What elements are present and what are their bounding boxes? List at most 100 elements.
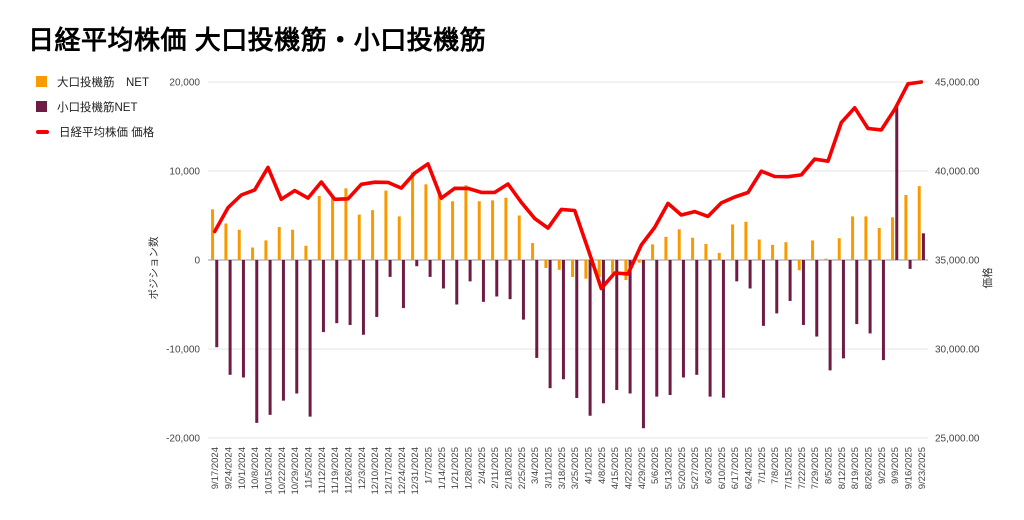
svg-text:4/8/2025: 4/8/2025 — [597, 447, 608, 484]
svg-text:5/27/2025: 5/27/2025 — [690, 447, 701, 489]
bar — [797, 260, 801, 271]
bar — [211, 209, 215, 260]
bar — [895, 106, 899, 260]
bar — [384, 190, 388, 260]
bar — [761, 260, 765, 326]
bar — [268, 260, 272, 415]
legend-item-large-net: 大口投機筋 NET — [36, 69, 154, 94]
svg-text:9/23/2025: 9/23/2025 — [917, 447, 928, 489]
svg-text:2/18/2025: 2/18/2025 — [504, 447, 515, 489]
chart-title: 日経平均株価 大口投機筋・小口投機筋 — [28, 25, 487, 55]
bar — [615, 260, 619, 390]
svg-text:12/10/2024: 12/10/2024 — [370, 447, 381, 495]
svg-text:8/19/2025: 8/19/2025 — [850, 447, 861, 489]
bar — [637, 260, 641, 263]
svg-text:7/1/2025: 7/1/2025 — [757, 447, 768, 484]
bar — [877, 227, 881, 260]
bar — [584, 260, 588, 279]
bar — [828, 260, 832, 371]
svg-text:10,000: 10,000 — [169, 167, 200, 178]
svg-text:3/11/2025: 3/11/2025 — [544, 447, 555, 489]
bar — [904, 195, 908, 260]
bar — [544, 260, 548, 269]
bar — [881, 260, 885, 361]
svg-text:4/29/2025: 4/29/2025 — [637, 447, 648, 489]
bar — [411, 172, 415, 260]
svg-text:10/29/2024: 10/29/2024 — [290, 447, 301, 495]
bar — [477, 201, 481, 260]
svg-text:7/8/2025: 7/8/2025 — [770, 447, 781, 484]
svg-text:45,000.00: 45,000.00 — [935, 78, 980, 89]
svg-text:5/6/2025: 5/6/2025 — [650, 447, 661, 484]
svg-text:9/17/2024: 9/17/2024 — [210, 447, 221, 489]
bar — [664, 236, 668, 260]
bar — [851, 216, 855, 260]
bar — [775, 260, 779, 314]
bar — [348, 260, 352, 325]
svg-text:12/31/2024: 12/31/2024 — [410, 447, 421, 495]
svg-text:7/22/2025: 7/22/2025 — [797, 447, 808, 489]
svg-text:8/12/2025: 8/12/2025 — [837, 447, 848, 489]
bar — [464, 185, 468, 260]
large-net-bars — [211, 172, 921, 281]
svg-text:9/24/2024: 9/24/2024 — [224, 447, 235, 489]
svg-text:3/18/2025: 3/18/2025 — [557, 447, 568, 489]
svg-text:20,000: 20,000 — [169, 78, 200, 89]
svg-text:40,000.00: 40,000.00 — [935, 167, 980, 178]
svg-text:8/26/2025: 8/26/2025 — [864, 447, 875, 489]
svg-text:1/7/2025: 1/7/2025 — [424, 447, 435, 484]
svg-text:12/17/2024: 12/17/2024 — [384, 447, 395, 495]
bar — [424, 184, 428, 260]
bar — [588, 260, 592, 416]
bar — [771, 244, 775, 260]
bar — [357, 214, 361, 260]
bar — [415, 260, 419, 267]
svg-text:11/5/2024: 11/5/2024 — [304, 447, 315, 489]
bar — [691, 237, 695, 260]
left-axis-ticks: 20,000 10,000 0 -10,000 -20,000 — [166, 78, 200, 445]
svg-text:9/2/2025: 9/2/2025 — [877, 447, 888, 484]
bar — [708, 260, 712, 397]
svg-text:30,000.00: 30,000.00 — [935, 345, 980, 356]
legend-label-nikkei-price: 日経平均株価 価格 — [59, 126, 155, 139]
bar — [731, 224, 735, 260]
bar — [668, 260, 672, 396]
legend-label-large-net: 大口投機筋 NET — [57, 76, 149, 89]
svg-text:12/3/2024: 12/3/2024 — [357, 447, 368, 489]
bar — [748, 260, 752, 289]
legend-swatch-large-net-icon — [36, 76, 47, 87]
bar — [575, 260, 579, 398]
bar — [628, 260, 632, 394]
bar — [521, 260, 525, 320]
svg-text:10/15/2024: 10/15/2024 — [264, 447, 275, 495]
bar — [655, 260, 659, 397]
svg-text:-20,000: -20,000 — [166, 434, 200, 445]
bar — [908, 260, 912, 269]
svg-text:6/3/2025: 6/3/2025 — [704, 447, 715, 484]
bar — [401, 260, 405, 309]
price-line — [212, 80, 924, 291]
bar — [561, 260, 565, 380]
svg-text:2/25/2025: 2/25/2025 — [517, 447, 528, 489]
bar — [397, 216, 401, 260]
legend-item-small-net: 小口投機筋NET — [36, 94, 154, 119]
svg-text:11/19/2024: 11/19/2024 — [330, 447, 341, 494]
bar — [891, 217, 895, 260]
bar — [388, 260, 392, 277]
svg-text:5/13/2025: 5/13/2025 — [664, 447, 675, 489]
bar — [237, 229, 241, 260]
bar — [228, 260, 232, 375]
svg-text:4/1/2025: 4/1/2025 — [584, 447, 595, 484]
bar — [517, 215, 521, 260]
bar — [811, 240, 815, 260]
bar — [571, 260, 575, 277]
bar — [868, 260, 872, 334]
svg-text:-10,000: -10,000 — [166, 345, 200, 356]
svg-text:10/1/2024: 10/1/2024 — [237, 447, 248, 489]
svg-text:4/22/2025: 4/22/2025 — [624, 447, 635, 489]
right-axis-title: 価格 — [981, 267, 994, 288]
svg-text:1/28/2025: 1/28/2025 — [464, 447, 475, 489]
bar — [921, 233, 925, 260]
svg-text:11/12/2024: 11/12/2024 — [317, 447, 328, 494]
bar — [837, 238, 841, 260]
